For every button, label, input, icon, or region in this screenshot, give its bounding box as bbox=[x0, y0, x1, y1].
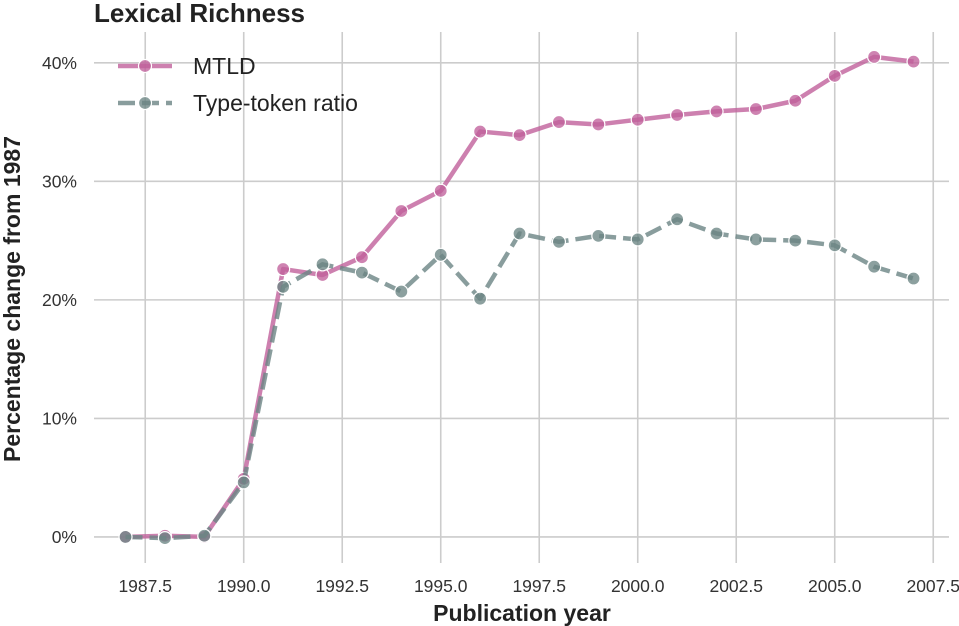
data-point bbox=[473, 124, 488, 139]
data-point bbox=[551, 114, 567, 130]
legend-item-type-token-ratio: Type-token ratio bbox=[118, 90, 358, 116]
y-tick-label: 20% bbox=[42, 290, 77, 310]
data-point bbox=[197, 528, 212, 543]
data-point bbox=[827, 238, 842, 253]
data-point bbox=[276, 261, 291, 277]
data-point bbox=[473, 291, 488, 306]
data-point bbox=[867, 259, 882, 274]
data-point bbox=[867, 49, 882, 64]
x-tick-label: 1987.5 bbox=[118, 576, 172, 596]
data-point bbox=[236, 475, 251, 490]
x-tick-label: 2000.0 bbox=[611, 576, 665, 596]
data-point bbox=[748, 101, 764, 117]
y-tick-labels: 0% 10% 20% 30% 40% bbox=[42, 53, 77, 547]
legend-swatch-marker bbox=[137, 95, 153, 111]
x-tick-label: 1997.5 bbox=[512, 576, 566, 596]
data-point bbox=[670, 212, 685, 227]
series-type-token-ratio bbox=[118, 212, 921, 546]
legend-label: MTLD bbox=[193, 53, 256, 79]
y-tick-label: 30% bbox=[42, 171, 77, 191]
y-tick-label: 40% bbox=[42, 53, 77, 73]
y-axis-label: Percentage change from 1987 bbox=[0, 136, 25, 462]
x-axis-label: Publication year bbox=[433, 600, 611, 626]
data-point bbox=[394, 284, 409, 299]
x-tick-labels: 1987.5 1990.0 1992.5 1995.0 1997.5 2000.0 2002… bbox=[118, 576, 959, 596]
data-point bbox=[906, 54, 921, 69]
data-point bbox=[354, 250, 370, 265]
y-tick-label: 10% bbox=[42, 408, 77, 428]
data-point bbox=[591, 117, 606, 132]
data-point bbox=[591, 228, 606, 243]
data-point bbox=[709, 104, 724, 119]
data-point bbox=[118, 529, 133, 545]
series-mtld bbox=[118, 49, 921, 545]
data-point bbox=[551, 234, 567, 249]
data-point bbox=[906, 271, 921, 286]
x-tick-label: 2005.0 bbox=[808, 576, 862, 596]
data-point bbox=[433, 247, 448, 262]
x-tick-label: 2007.5 bbox=[906, 576, 959, 596]
legend: MTLD Type-token ratio bbox=[118, 53, 358, 116]
x-tick-label: 2002.5 bbox=[709, 576, 763, 596]
data-point bbox=[670, 107, 685, 123]
legend-item-mtld: MTLD bbox=[118, 53, 256, 79]
legend-label: Type-token ratio bbox=[193, 90, 358, 116]
data-point bbox=[394, 203, 409, 219]
data-point bbox=[827, 68, 842, 83]
y-tick-label: 0% bbox=[52, 527, 77, 547]
data-point bbox=[276, 279, 291, 294]
x-tick-label: 1992.5 bbox=[315, 576, 369, 596]
chart-title: Lexical Richness bbox=[94, 0, 305, 28]
data-point bbox=[512, 226, 527, 241]
data-point bbox=[788, 93, 803, 108]
x-tick-label: 1995.0 bbox=[414, 576, 468, 596]
data-point bbox=[748, 232, 764, 247]
data-point bbox=[512, 128, 527, 143]
data-point bbox=[630, 232, 645, 247]
data-point bbox=[315, 257, 330, 272]
series-layer bbox=[118, 49, 921, 546]
data-point bbox=[433, 183, 448, 198]
data-point bbox=[157, 531, 173, 546]
data-point bbox=[788, 233, 803, 248]
data-point bbox=[354, 265, 370, 280]
x-tick-label: 1990.0 bbox=[217, 576, 271, 596]
legend-swatch-marker bbox=[137, 58, 153, 74]
data-point bbox=[709, 226, 724, 241]
data-point bbox=[630, 112, 645, 127]
